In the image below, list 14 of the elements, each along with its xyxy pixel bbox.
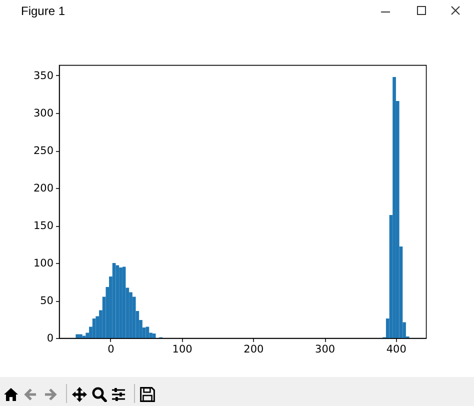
y-tick-label: 300: [33, 108, 54, 120]
x-tick-label: 100: [172, 344, 192, 356]
x-tick-label: 400: [386, 344, 406, 356]
y-tick-label: 150: [33, 220, 54, 232]
y-tick-label: 50: [40, 295, 54, 307]
y-tick-label: 0: [46, 332, 54, 344]
y-tick-label: 250: [33, 145, 54, 157]
y-tick-label: 100: [33, 258, 54, 270]
x-tick-label: 200: [244, 344, 264, 356]
x-tick-label: 300: [315, 344, 336, 356]
caption: Figure 1: [21, 4, 66, 18]
x-tick-label: 0: [108, 344, 114, 356]
y-tick-label: 200: [33, 182, 54, 194]
y-tick-label: 350: [33, 70, 54, 82]
